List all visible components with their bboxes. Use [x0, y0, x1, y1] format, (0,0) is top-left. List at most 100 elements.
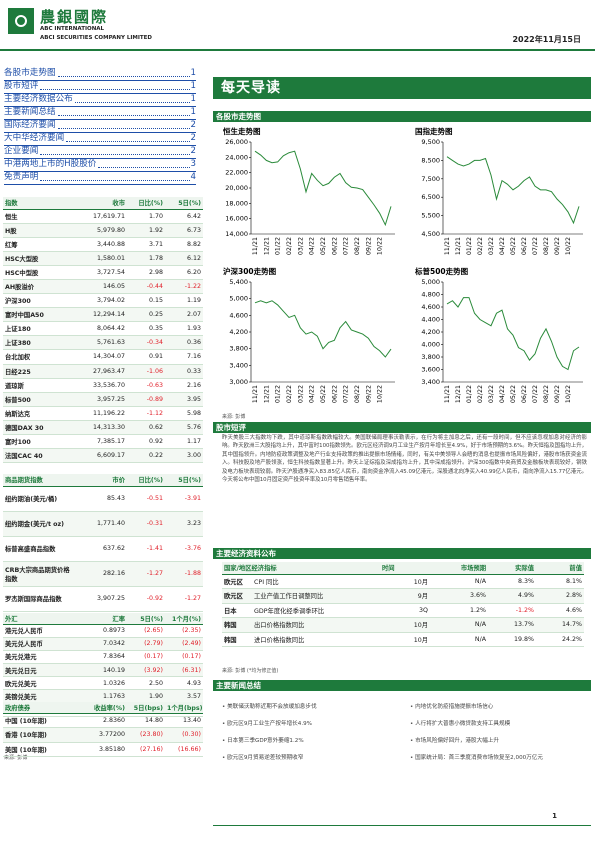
- cell: 3,907.25: [75, 586, 127, 612]
- toc-page: 2: [190, 120, 196, 130]
- cell: 1.90: [127, 689, 165, 704]
- x-tick-label: 06/22: [521, 237, 528, 255]
- cell: 1.1763: [75, 689, 127, 704]
- cell: 6.73: [165, 223, 203, 238]
- header-row: 外汇 汇率 5日(%) 1个月(%): [3, 613, 203, 625]
- cell: 1.70: [127, 209, 165, 224]
- y-tick-label: 3,600: [421, 366, 440, 374]
- row: 标普500 3,957.25 -0.89 3.95: [3, 392, 203, 407]
- row: 香港 (10年期) 3.77200 (23.80) (0.30): [3, 727, 203, 743]
- x-tick-label: 09/22: [365, 237, 372, 255]
- x-tick-label: 08/22: [354, 385, 361, 403]
- toc-page: 1: [190, 68, 196, 78]
- toc-item: 企业要闻 2: [4, 146, 196, 159]
- toc-title: 主要新闻总结: [4, 107, 56, 117]
- news-text: 人行将扩大普惠小微贷款支持工具规模: [415, 721, 511, 727]
- cell: 1.93: [165, 321, 203, 337]
- header-cell: 国家/地区经济指标: [222, 562, 380, 575]
- cell: 标普500: [3, 392, 75, 407]
- y-tick-label: 22,000: [225, 169, 248, 177]
- news-text: 内地优化防疫措施提振市场信心: [415, 704, 494, 710]
- cell: 3.77200: [75, 727, 127, 743]
- cell: 美国 (10年期): [3, 742, 75, 757]
- cell: 1.92: [127, 223, 165, 238]
- y-tick-label: 14,000: [225, 230, 248, 238]
- chart-title: 标普500走势图: [414, 266, 469, 276]
- cell: 6.12: [165, 251, 203, 266]
- cell: 美元兑人民币: [3, 637, 75, 651]
- row: AH股溢价 146.05 -0.44 -1.22: [3, 279, 203, 295]
- header-cell: 5日(%): [165, 474, 203, 487]
- x-tick-label: 09/22: [554, 237, 561, 255]
- row: 美元兑人民币 7.0342 (2.79) (2.49): [3, 637, 203, 651]
- news-text: 市场风险偏好回升，港股大幅上升: [415, 738, 499, 744]
- cell: 10月: [380, 632, 430, 647]
- x-tick-label: 09/22: [554, 385, 561, 403]
- y-tick-label: 5,000: [229, 295, 248, 303]
- toc-dots: [40, 81, 190, 90]
- cell: 标普高盛商品指数: [3, 536, 75, 562]
- cell: 3Q: [380, 603, 430, 618]
- cell: -0.34: [127, 335, 165, 351]
- cell: 香港 (10年期): [3, 727, 75, 743]
- cell: 8.1%: [536, 574, 584, 589]
- cell: 2.50: [127, 676, 165, 691]
- y-tick-label: 3,400: [229, 361, 248, 369]
- cell: 纳斯达克: [3, 406, 75, 421]
- cell: 13.40: [165, 713, 203, 728]
- y-tick-label: 4,000: [421, 341, 440, 349]
- news-item: • 欧元区9月工业生产按年增长4.9%: [222, 719, 397, 727]
- company-cn: 農銀國際: [40, 8, 109, 26]
- cell: 美元兑日元: [3, 663, 75, 678]
- page-number: 1: [552, 812, 557, 820]
- x-tick-label: 07/22: [343, 385, 350, 403]
- cell: 富时中国A50: [3, 307, 75, 323]
- cell: 7,385.17: [75, 434, 127, 450]
- table: 指数 收市 日比(%) 5日(%) 恒生 17,619.71 1.70 6.42 H股 5,979…: [3, 197, 203, 464]
- page-title: 每天导读: [213, 77, 591, 99]
- x-tick-label: 02/22: [477, 237, 484, 255]
- toc-item: 股市短评 1: [4, 81, 196, 94]
- cell: 2.98: [127, 265, 165, 280]
- x-tick-label: 11/21: [444, 385, 451, 403]
- cell: 146.05: [75, 279, 127, 295]
- cell: 富时100: [3, 434, 75, 450]
- x-tick-label: 03/22: [297, 385, 304, 403]
- cell: 85.43: [75, 486, 127, 512]
- y-tick-label: 7,500: [421, 175, 440, 183]
- row: 日经225 27,963.47 -1.06 0.33: [3, 364, 203, 379]
- table: 外汇 汇率 5日(%) 1个月(%) 港元兑人民币 0.8973 (2.65) (2.35) 美…: [3, 613, 203, 717]
- row: H股 5,979.80 1.92 6.73: [3, 223, 203, 238]
- row: 美国 (10年期) 3.85180 (27.16) (16.66): [3, 742, 203, 757]
- cell: N/A: [430, 632, 488, 647]
- cell: 4.6%: [536, 603, 584, 618]
- cell: 3,440.88: [75, 237, 127, 252]
- x-tick-label: 05/22: [510, 237, 517, 255]
- cell: (0.30): [165, 727, 203, 743]
- chart-title: 沪深300走势图: [223, 266, 277, 276]
- bullet: •: [410, 704, 416, 710]
- y-tick-label: 16,000: [225, 215, 248, 223]
- cell: 14,313.30: [75, 420, 127, 436]
- row: 沪深300 3,794.02 0.15 1.19: [3, 293, 203, 309]
- x-tick-label: 07/22: [343, 237, 350, 255]
- x-tick-label: 12/21: [455, 385, 462, 403]
- row: 上证180 8,064.42 0.35 1.93: [3, 321, 203, 337]
- cell: 14,304.07: [75, 349, 127, 365]
- cell: 8.3%: [488, 574, 536, 589]
- header-row: 政府债券 收益率(%) 5日(bps) 1个月(bps): [3, 702, 203, 714]
- toc-title: 股市短评: [4, 81, 39, 91]
- cell: 6,609.17: [75, 448, 127, 464]
- header-cell: 时间: [380, 562, 430, 575]
- toc-dots: [74, 94, 190, 103]
- cell: 3.6%: [430, 588, 488, 604]
- cell: 1,771.40: [75, 511, 127, 537]
- cell: 2.16: [165, 378, 203, 393]
- cell: -1.27: [127, 561, 165, 587]
- header-cell: 1个月(%): [165, 613, 203, 625]
- header-cell: 收市: [75, 197, 127, 210]
- toc-item: 主要经济数据公布 1: [4, 94, 196, 107]
- cell: -1.06: [127, 364, 165, 379]
- cell: -3.76: [165, 536, 203, 562]
- cell: 0.8973: [75, 624, 127, 638]
